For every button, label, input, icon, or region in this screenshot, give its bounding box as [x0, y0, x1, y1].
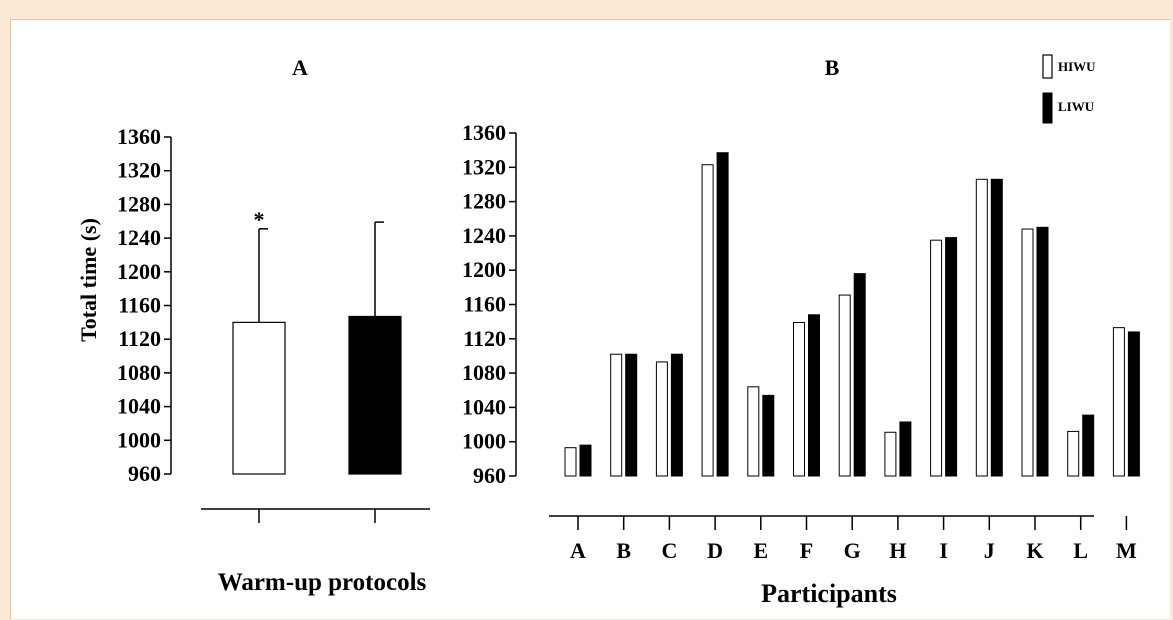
- panel-b-bar-liwu-a: [579, 444, 592, 477]
- panel-b-bar-hiwu-k: [1021, 228, 1034, 477]
- panel-b-x-tick-labels: A B C D E F G H I J K L M: [570, 538, 1137, 563]
- legend-label-liwu: LIWU: [1058, 99, 1095, 114]
- panel-b-y-tick-label: 1040: [462, 394, 506, 419]
- panel-a-bar-hiwu: [232, 321, 286, 475]
- panel-b-x-tick-label: H: [889, 538, 906, 563]
- panel-b-bar-liwu-i: [945, 237, 958, 477]
- panel-b-x-tick-label: B: [616, 538, 631, 563]
- panel-b-y-tick-label: 1280: [462, 189, 506, 214]
- panel-b-x-tick-label: D: [707, 538, 723, 563]
- panel-a-y-tick-label: 1040: [117, 394, 161, 419]
- panel-b-bars: [564, 152, 1140, 477]
- panel-b-y-tick-label: 1080: [462, 360, 506, 385]
- panel-b-bar-hiwu-i: [930, 239, 943, 477]
- panel-b-x-tick-label: L: [1073, 538, 1088, 563]
- panel-b-x-tick-label: C: [661, 538, 677, 563]
- panel-b-bar-liwu-f: [808, 314, 820, 477]
- panel-a-bars: *: [232, 207, 402, 475]
- panel-a-y-tick-label: 1120: [118, 326, 161, 351]
- panel-a-y-tick-label: 960: [128, 461, 161, 486]
- panel-b-bar-liwu-l: [1082, 414, 1095, 477]
- panel-b-y-tick-label: 1240: [462, 223, 506, 248]
- panel-b-bar-hiwu-e: [747, 386, 760, 477]
- panel-a-x-tick-marks: [258, 509, 376, 523]
- panel-b-bar-hiwu-m: [1112, 327, 1125, 477]
- panel-a-y-tick-label: 1360: [117, 124, 161, 149]
- panel-b-x-tick-marks: [577, 516, 1128, 530]
- panel-b-x-tick-label: K: [1026, 538, 1043, 563]
- legend-label-hiwu: HIWU: [1058, 59, 1096, 74]
- panel-a-y-tick-label: 1000: [117, 427, 161, 452]
- legend-swatch-liwu: [1042, 92, 1053, 124]
- panel-a-y-tick-label: 1200: [117, 259, 161, 284]
- panel-b-bar-hiwu-h: [884, 431, 897, 477]
- panel-b-x-tick-label: A: [570, 538, 586, 563]
- legend: HIWU LIWU: [1042, 54, 1096, 124]
- panel-a-y-tick-label: 1320: [117, 158, 161, 183]
- panel-b-y-tick-label: 1120: [463, 326, 506, 351]
- panel-b-bar-liwu-d: [716, 152, 729, 477]
- panel-b-bar-hiwu-f: [793, 322, 805, 477]
- panel-b-x-label: Participants: [761, 579, 897, 608]
- panel-a-y-tick-marks: [164, 136, 171, 475]
- panel-b-bar-liwu-m: [1127, 331, 1140, 477]
- legend-swatch-hiwu: [1042, 54, 1053, 79]
- panel-b-y-tick-label: 960: [473, 463, 506, 488]
- panel-b-y-tick-labels: 960 1000 1040 1080 1120 1160 1200 1240 1280 1320 1…: [462, 120, 506, 488]
- panel-b-bar-liwu-k: [1036, 226, 1049, 477]
- panel-a: A 960 1000 1040 1080 1120 1160 1200 1240 1280 132…: [76, 55, 430, 596]
- panel-a-y-tick-labels: 960 1000 1040 1080 1120 1160 1200 1240 1280 1320 1…: [117, 124, 161, 486]
- panel-b-bar-liwu-b: [625, 353, 638, 477]
- panel-a-x-label: Warm-up protocols: [218, 569, 427, 596]
- panel-b-bar-hiwu-d: [701, 164, 714, 477]
- panel-b-bar-liwu-c: [670, 353, 683, 477]
- panel-b-y-tick-label: 1360: [462, 120, 506, 145]
- panel-a-bar-liwu: [348, 315, 402, 475]
- panel-b-bar-hiwu-a: [564, 447, 577, 477]
- panel-b: B 960 1000 1040 1080 1120 1160 1200 1240 1280 132…: [462, 54, 1140, 608]
- panel-b-y-tick-label: 1000: [462, 429, 506, 454]
- panel-b-bar-hiwu-l: [1067, 430, 1080, 477]
- panel-b-x-tick-label: I: [939, 538, 948, 563]
- panel-b-bar-liwu-g: [853, 273, 866, 477]
- figure-panel: A 960 1000 1040 1080 1120 1160 1200 1240 1280 132…: [10, 19, 1170, 619]
- panel-a-y-tick-label: 1240: [117, 225, 161, 250]
- panel-b-x-tick-label: G: [844, 538, 861, 563]
- panel-b-y-tick-marks: [509, 132, 516, 477]
- panel-b-y-tick-label: 1200: [462, 257, 506, 282]
- panel-b-title: B: [825, 55, 840, 80]
- panel-b-bar-liwu-h: [899, 421, 912, 477]
- panel-b-bar-liwu-e: [762, 394, 775, 477]
- panel-b-bar-hiwu-b: [610, 353, 623, 477]
- panel-b-y-tick-label: 1320: [462, 154, 506, 179]
- panel-a-significance-marker: *: [254, 207, 265, 232]
- panel-a-y-tick-label: 1280: [117, 191, 161, 216]
- panel-b-bar-hiwu-j: [975, 178, 988, 477]
- panel-a-title: A: [292, 55, 308, 80]
- panel-a-y-label: Total time (s): [76, 218, 101, 342]
- panel-b-bar-hiwu-c: [655, 361, 668, 477]
- panel-b-x-tick-label: M: [1116, 538, 1137, 563]
- panel-b-x-tick-label: E: [753, 538, 768, 563]
- panel-b-x-tick-label: F: [800, 538, 813, 563]
- panel-b-x-tick-label: J: [984, 538, 995, 563]
- figure-svg: A 960 1000 1040 1080 1120 1160 1200 1240 1280 132…: [76, 54, 1140, 608]
- panel-b-y-tick-label: 1160: [463, 292, 506, 317]
- panel-a-y-tick-label: 1080: [117, 360, 161, 385]
- panel-b-bar-hiwu-g: [838, 294, 851, 477]
- panel-b-bar-liwu-j: [990, 178, 1003, 477]
- panel-a-y-tick-label: 1160: [118, 293, 161, 318]
